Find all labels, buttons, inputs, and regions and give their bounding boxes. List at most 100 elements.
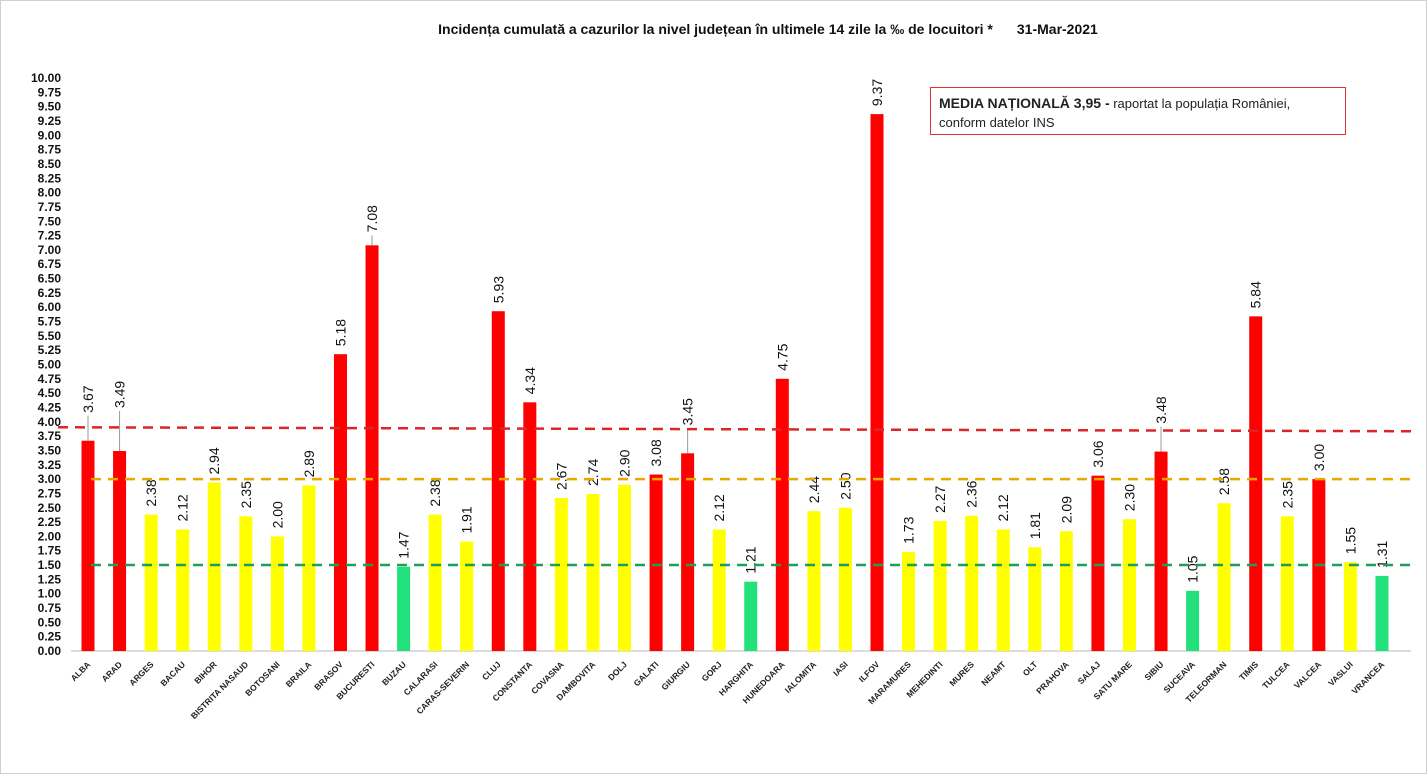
- data-label: 3.49: [112, 381, 128, 408]
- bar-olt: [1028, 547, 1042, 651]
- data-label: 1.73: [901, 516, 917, 543]
- y-tick-label: 3.50: [38, 443, 62, 457]
- bar-bihor: [207, 482, 221, 651]
- x-tick-label: BUZAU: [380, 659, 408, 687]
- y-tick-label: 10.00: [31, 71, 61, 85]
- bar-sibiu: [1154, 451, 1168, 651]
- data-label: 3.08: [648, 439, 664, 466]
- x-tick-label: VALCEA: [1292, 659, 1323, 690]
- x-tick-label: GALATI: [631, 659, 660, 688]
- bar-botosani: [270, 536, 284, 651]
- data-label: 5.18: [332, 319, 348, 346]
- y-tick-label: 1.75: [38, 544, 62, 558]
- national-average-box: MEDIA NAȚIONALĂ 3,95 - raportat la popul…: [930, 87, 1346, 135]
- y-tick-label: 8.00: [38, 186, 62, 200]
- x-tick-label: MURES: [947, 659, 976, 688]
- x-tick-label: ARGES: [127, 659, 156, 688]
- x-tick-label: VASLUI: [1326, 659, 1355, 688]
- x-tick-label: SIBIU: [1142, 659, 1165, 682]
- data-label: 2.09: [1058, 496, 1074, 523]
- bar-covasna: [554, 498, 568, 651]
- data-label: 2.36: [964, 480, 980, 507]
- y-tick-label: 4.50: [38, 386, 62, 400]
- y-tick-label: 1.50: [38, 558, 62, 572]
- data-label: 2.12: [995, 494, 1011, 521]
- data-label: 3.48: [1153, 396, 1169, 423]
- x-tick-label: TIMIS: [1237, 659, 1260, 682]
- data-label: 1.81: [1027, 512, 1043, 539]
- bar-ilfov: [870, 114, 884, 651]
- x-tick-label: SALAJ: [1076, 659, 1103, 686]
- data-label: 3.00: [1311, 444, 1327, 471]
- data-label: 2.00: [269, 501, 285, 528]
- chart-title: Incidența cumulată a cazurilor la nivel …: [1, 21, 1426, 37]
- y-tick-label: 9.00: [38, 128, 62, 142]
- y-tick-label: 8.50: [38, 157, 62, 171]
- bar-salaj: [1091, 475, 1105, 651]
- y-tick-label: 1.00: [38, 587, 62, 601]
- bar-constanta: [523, 402, 537, 651]
- y-tick-label: 5.75: [38, 315, 62, 329]
- data-label: 2.38: [427, 479, 443, 506]
- y-tick-label: 8.75: [38, 143, 62, 157]
- y-tick-label: 6.25: [38, 286, 62, 300]
- bar-bucuresti: [365, 245, 379, 652]
- data-label: 1.47: [396, 531, 412, 558]
- y-tick-label: 7.50: [38, 214, 62, 228]
- bar-timis: [1249, 316, 1263, 651]
- bar-ialomita: [807, 511, 821, 651]
- y-tick-label: 0.75: [38, 601, 62, 615]
- bar-dambovita: [586, 493, 600, 651]
- y-tick-label: 5.25: [38, 343, 62, 357]
- data-label: 1.55: [1342, 527, 1358, 554]
- y-tick-label: 0.25: [38, 630, 62, 644]
- y-tick-label: 6.00: [38, 300, 62, 314]
- x-tick-label: ARAD: [100, 659, 124, 683]
- data-label: 2.89: [301, 450, 317, 477]
- bar-alba: [81, 440, 95, 651]
- bar-tulcea: [1280, 516, 1294, 651]
- y-tick-label: 0.00: [38, 644, 62, 658]
- bar-suceava: [1186, 590, 1200, 651]
- y-tick-label: 4.25: [38, 400, 62, 414]
- bar-iasi: [838, 507, 852, 651]
- x-tick-label: IALOMITA: [783, 659, 819, 695]
- y-tick-label: 5.00: [38, 358, 62, 372]
- bar-braila: [302, 485, 316, 651]
- y-tick-label: 0.50: [38, 615, 62, 629]
- bar-arges: [144, 514, 158, 651]
- y-tick-label: 6.50: [38, 272, 62, 286]
- data-label: 3.67: [80, 385, 96, 412]
- bar-harghita: [744, 581, 758, 651]
- y-tick-label: 8.25: [38, 171, 62, 185]
- data-label: 2.35: [238, 481, 254, 508]
- data-label: 1.21: [743, 546, 759, 573]
- y-tick-label: 7.00: [38, 243, 62, 257]
- data-label: 3.06: [1090, 440, 1106, 467]
- bar-maramures: [902, 551, 916, 651]
- data-label: 3.45: [680, 398, 696, 425]
- data-label: 4.34: [522, 367, 538, 394]
- x-tick-label: ILFOV: [857, 659, 882, 684]
- x-tick-label: BRAILA: [284, 659, 314, 689]
- data-label: 4.75: [774, 343, 790, 370]
- x-tick-label: IASI: [831, 659, 850, 678]
- national-average-note: raportat la populația României, conform …: [939, 96, 1291, 130]
- data-label: 2.38: [143, 479, 159, 506]
- y-tick-label: 7.75: [38, 200, 62, 214]
- y-tick-label: 9.25: [38, 114, 62, 128]
- data-label: 9.37: [869, 79, 885, 106]
- bar-satu-mare: [1122, 519, 1136, 651]
- data-label: 2.35: [1279, 481, 1295, 508]
- y-tick-label: 2.50: [38, 501, 62, 515]
- x-tick-label: CLUJ: [480, 659, 503, 682]
- bar-bistrita-nasaud: [239, 516, 253, 651]
- y-tick-label: 2.00: [38, 529, 62, 543]
- bar-vrancea: [1375, 575, 1389, 651]
- x-tick-label: OLT: [1021, 659, 1040, 678]
- x-tick-label: GORJ: [700, 659, 724, 683]
- y-tick-label: 2.75: [38, 486, 62, 500]
- y-tick-label: 2.25: [38, 515, 62, 529]
- y-tick-label: 9.75: [38, 85, 62, 99]
